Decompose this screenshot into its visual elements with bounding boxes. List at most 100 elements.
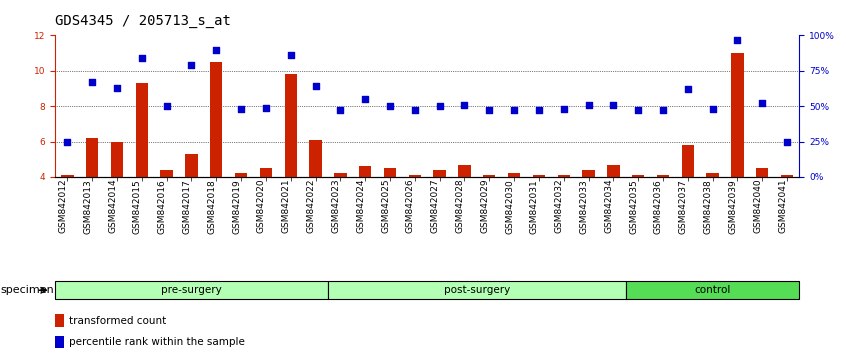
Bar xyxy=(185,154,198,177)
Text: control: control xyxy=(695,285,731,295)
Bar xyxy=(111,142,124,177)
Text: transformed count: transformed count xyxy=(69,316,167,326)
Point xyxy=(780,139,794,144)
Point xyxy=(85,79,99,85)
Text: GDS4345 / 205713_s_at: GDS4345 / 205713_s_at xyxy=(55,14,231,28)
Bar xyxy=(632,175,645,177)
Text: GSM842025: GSM842025 xyxy=(381,179,390,233)
Bar xyxy=(582,170,595,177)
Point xyxy=(284,52,298,58)
Bar xyxy=(86,138,98,177)
Point xyxy=(234,106,248,112)
Bar xyxy=(61,175,74,177)
Bar xyxy=(756,168,768,177)
Text: GSM842028: GSM842028 xyxy=(455,179,464,233)
Text: GSM842034: GSM842034 xyxy=(604,179,613,233)
Point xyxy=(607,102,620,108)
Point xyxy=(557,106,570,112)
Text: GSM842036: GSM842036 xyxy=(654,179,663,234)
Bar xyxy=(682,145,694,177)
Text: GSM842018: GSM842018 xyxy=(207,179,217,234)
Bar xyxy=(210,62,222,177)
Point xyxy=(681,86,695,92)
Bar xyxy=(334,173,347,177)
Bar xyxy=(558,175,570,177)
Text: GSM842026: GSM842026 xyxy=(406,179,415,233)
Bar xyxy=(626,281,799,299)
Text: GSM842013: GSM842013 xyxy=(83,179,92,234)
Text: GSM842019: GSM842019 xyxy=(232,179,241,234)
Text: GSM842035: GSM842035 xyxy=(629,179,638,234)
Text: GSM842021: GSM842021 xyxy=(282,179,291,233)
Bar xyxy=(731,53,744,177)
Bar xyxy=(55,281,328,299)
Point xyxy=(309,84,322,89)
Text: GSM842027: GSM842027 xyxy=(431,179,440,233)
Point xyxy=(135,55,149,61)
Text: post-surgery: post-surgery xyxy=(444,285,510,295)
Point xyxy=(359,96,372,102)
Text: GSM842031: GSM842031 xyxy=(530,179,539,234)
Point xyxy=(706,106,719,112)
Bar xyxy=(328,281,626,299)
Bar xyxy=(607,165,619,177)
Text: GSM842023: GSM842023 xyxy=(332,179,340,233)
Text: GSM842039: GSM842039 xyxy=(728,179,738,234)
Text: GSM842014: GSM842014 xyxy=(108,179,117,233)
Text: GSM842022: GSM842022 xyxy=(306,179,316,233)
Text: GSM842015: GSM842015 xyxy=(133,179,142,234)
Bar xyxy=(483,175,496,177)
Bar xyxy=(359,166,371,177)
Bar xyxy=(284,74,297,177)
Bar xyxy=(55,336,64,348)
Point xyxy=(110,85,124,91)
Text: GSM842024: GSM842024 xyxy=(356,179,365,233)
Bar xyxy=(409,175,421,177)
Point xyxy=(61,139,74,144)
Point xyxy=(631,108,645,113)
Point xyxy=(582,102,596,108)
Text: GSM842029: GSM842029 xyxy=(481,179,489,233)
Bar xyxy=(706,173,719,177)
Point xyxy=(333,108,347,113)
Text: GSM842017: GSM842017 xyxy=(183,179,191,234)
Point xyxy=(408,108,421,113)
Text: GSM842020: GSM842020 xyxy=(257,179,266,233)
Bar xyxy=(508,173,520,177)
Text: pre-surgery: pre-surgery xyxy=(161,285,222,295)
Bar xyxy=(533,175,545,177)
Text: GSM842040: GSM842040 xyxy=(753,179,762,233)
Bar xyxy=(656,175,669,177)
Point xyxy=(755,101,769,106)
Point xyxy=(210,47,223,52)
Point xyxy=(482,108,496,113)
Bar xyxy=(459,165,470,177)
Bar xyxy=(55,314,64,327)
Point xyxy=(184,62,198,68)
Point xyxy=(383,103,397,109)
Point xyxy=(458,102,471,108)
Text: GSM842032: GSM842032 xyxy=(555,179,563,233)
Text: GSM842041: GSM842041 xyxy=(778,179,787,233)
Point xyxy=(656,108,670,113)
Bar xyxy=(135,83,148,177)
Bar xyxy=(781,175,794,177)
Text: GSM842033: GSM842033 xyxy=(580,179,589,234)
Bar xyxy=(384,168,396,177)
Text: GSM842030: GSM842030 xyxy=(505,179,514,234)
Text: percentile rank within the sample: percentile rank within the sample xyxy=(69,337,245,347)
Bar xyxy=(433,170,446,177)
Bar xyxy=(260,168,272,177)
Bar xyxy=(161,170,173,177)
Text: GSM842038: GSM842038 xyxy=(704,179,712,234)
Point xyxy=(731,37,744,42)
Bar xyxy=(235,173,247,177)
Point xyxy=(433,103,447,109)
Text: GSM842037: GSM842037 xyxy=(678,179,688,234)
Bar xyxy=(310,140,321,177)
Point xyxy=(160,103,173,109)
Point xyxy=(259,105,272,110)
Point xyxy=(532,108,546,113)
Text: specimen: specimen xyxy=(1,285,55,295)
Point xyxy=(508,108,521,113)
